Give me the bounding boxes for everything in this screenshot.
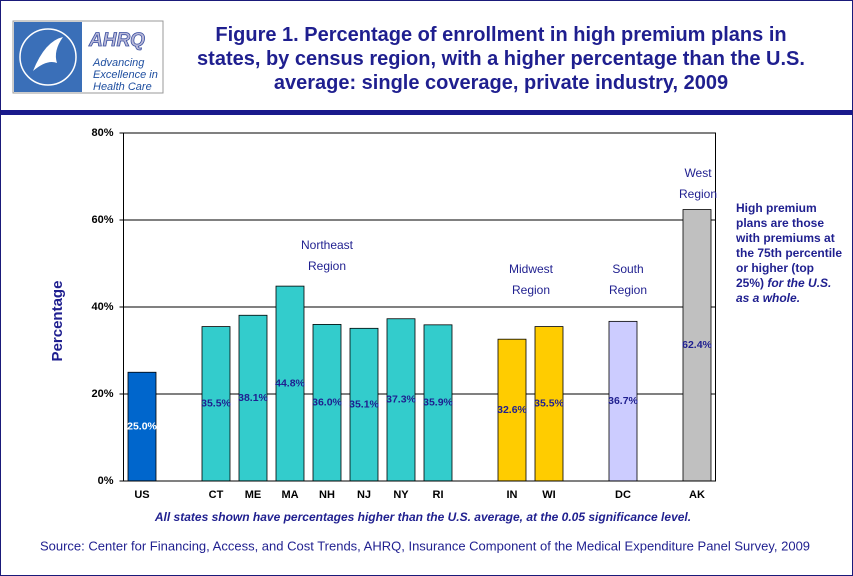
logo-name: AHRQ <box>88 30 145 51</box>
logo-tagline: Advancing <box>92 57 145 69</box>
value-label: 36.7% <box>608 395 638 407</box>
bar <box>386 318 416 482</box>
value-label: 35.1% <box>349 398 379 410</box>
note-italic: for the U.S. as a whole. <box>736 276 832 305</box>
side-note: High premium plans are those with premiu… <box>736 201 844 306</box>
region-label: Region <box>308 259 346 273</box>
value-label: 62.4% <box>682 339 712 351</box>
header-rule <box>1 110 852 115</box>
region-label: Region <box>679 187 717 201</box>
logo-ring <box>19 28 77 86</box>
x-tick-label: RI <box>433 489 444 501</box>
value-label: 44.8% <box>275 377 305 389</box>
x-tick-label: MA <box>281 489 298 501</box>
footnote: All states shown have percentages higher… <box>154 510 691 524</box>
bar <box>127 371 157 482</box>
region-label: West <box>684 166 712 180</box>
region-label: South <box>612 262 643 276</box>
value-label: 25.0% <box>127 420 157 432</box>
y-tick-label: 0% <box>98 475 114 487</box>
region-label: Northeast <box>301 238 354 252</box>
logo-tagline: Excellence in <box>93 69 158 81</box>
bar <box>682 209 712 482</box>
bar <box>238 314 268 482</box>
note-text: High premium plans are those with premiu… <box>736 201 843 290</box>
value-label: 35.5% <box>534 398 564 410</box>
x-tick-label: ME <box>245 489 262 501</box>
x-tick-label: NJ <box>357 489 371 501</box>
region-label: Region <box>609 283 647 297</box>
x-tick-label: DC <box>615 489 631 501</box>
y-tick-label: 20% <box>91 388 113 400</box>
bar <box>534 326 564 482</box>
logo-eagle <box>33 37 63 71</box>
value-label: 32.6% <box>497 404 527 416</box>
logo-tagline: Health Care <box>93 81 152 93</box>
y-tick-label: 80% <box>91 127 113 139</box>
value-label: 35.5% <box>201 398 231 410</box>
source: Source: Center for Financing, Access, an… <box>40 538 810 553</box>
bar <box>608 320 638 482</box>
bar <box>201 326 231 482</box>
value-label: 36.0% <box>312 396 342 408</box>
region-label: Region <box>512 283 550 297</box>
bar <box>497 338 527 482</box>
chart-title: Figure 1. Percentage of enrollment in hi… <box>197 24 805 94</box>
y-axis-label: Percentage <box>49 281 66 362</box>
x-tick-label: CT <box>209 489 224 501</box>
y-tick-label: 40% <box>91 301 113 313</box>
x-tick-label: AK <box>689 489 705 501</box>
x-tick-label: WI <box>542 489 555 501</box>
region-label: Midwest <box>509 262 554 276</box>
value-label: 38.1% <box>238 392 268 404</box>
bar <box>423 324 453 482</box>
x-tick-label: US <box>134 489 149 501</box>
bar <box>275 285 305 482</box>
y-tick-label: 60% <box>91 214 113 226</box>
bar <box>312 323 342 482</box>
x-tick-label: NY <box>393 489 409 501</box>
plot: 0% 20% 40% 60% 80% US 25.0% CT 35.5% ME 38.1% MA 44.… <box>91 127 717 501</box>
value-label: 35.9% <box>423 397 453 409</box>
x-tick-label: NH <box>319 489 335 501</box>
bar <box>349 327 379 482</box>
x-tick-label: IN <box>507 489 518 501</box>
value-label: 37.3% <box>386 394 416 406</box>
